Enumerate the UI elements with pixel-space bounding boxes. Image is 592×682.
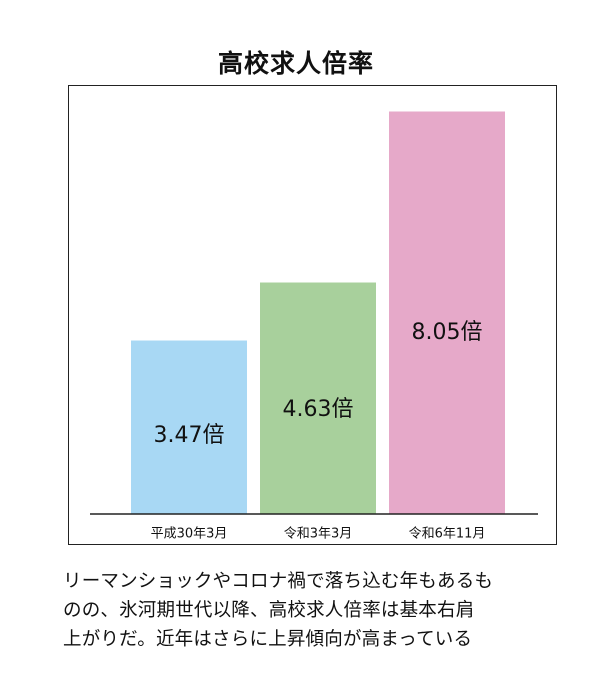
x-tick-label: 平成30年3月: [151, 527, 228, 542]
bar: [389, 111, 505, 514]
caption-line: リーマンショックやコロナ禍で落ち込む年もあるも: [63, 571, 494, 592]
caption: リーマンショックやコロナ禍で落ち込む年もあるも のの、氷河期世代以降、高校求人倍…: [63, 567, 563, 654]
x-tick-label: 令和3年3月: [284, 527, 353, 542]
bar-value-label: 3.47倍: [154, 423, 225, 448]
caption-line: 上がりだ。近年はさらに上昇傾向が高まっている: [63, 629, 473, 650]
bar: [131, 340, 247, 514]
bar-value-label: 4.63倍: [283, 397, 354, 422]
x-tick-label: 令和6年11月: [409, 527, 486, 542]
bar: [260, 282, 376, 514]
chart-title: 高校求人倍率: [217, 49, 374, 78]
bar-value-label: 8.05倍: [412, 320, 483, 345]
chart-frame: [68, 85, 557, 545]
caption-line: のの、氷河期世代以降、高校求人倍率は基本右肩: [63, 600, 475, 621]
